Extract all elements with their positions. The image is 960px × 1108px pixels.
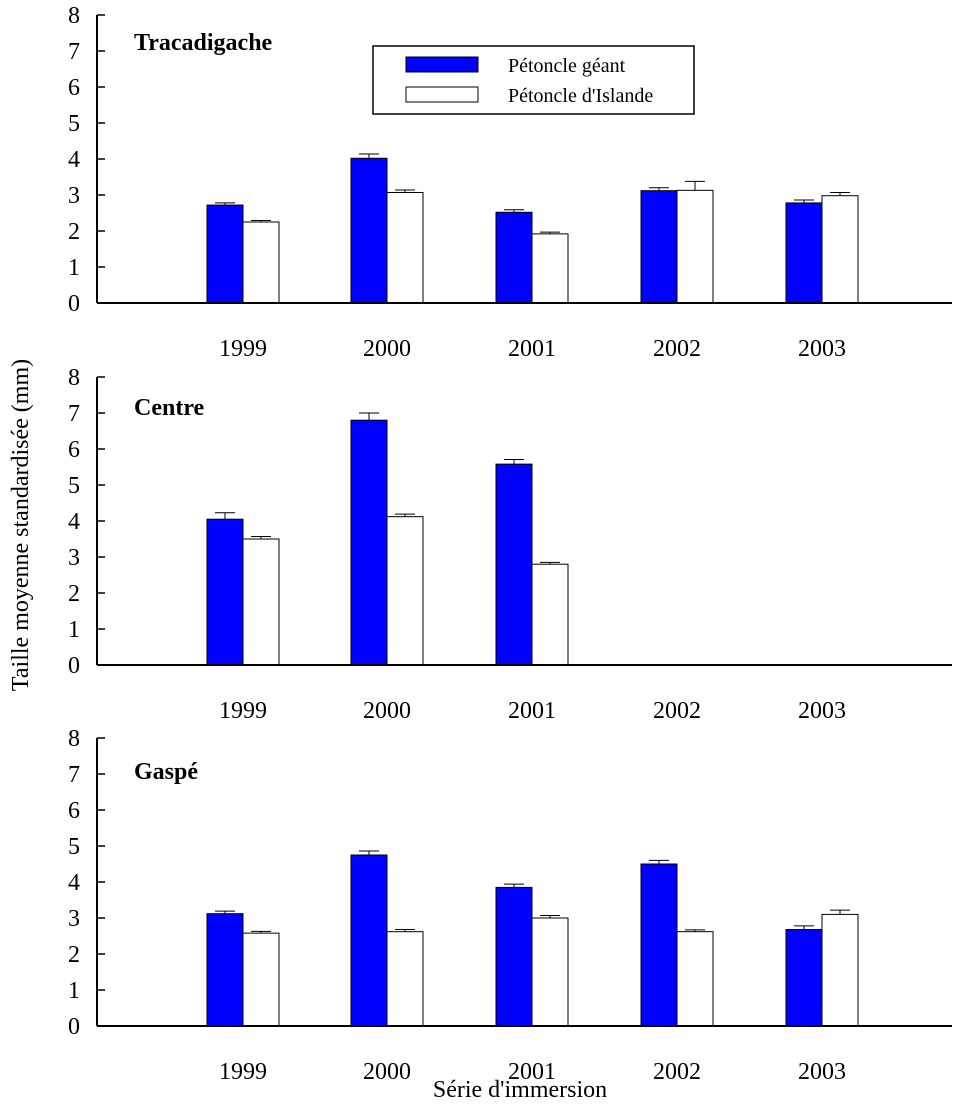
panel-3-ytick-label: 6 [68,798,80,824]
panel-2-ytick-label: 7 [68,401,80,427]
panel-1-ytick-label: 0 [68,291,80,317]
panel-1-ytick-label: 2 [68,219,80,245]
panel-3-xtick-label: 1999 [219,1059,267,1085]
panel-1-ytick-label: 5 [68,111,80,137]
panel-1-bar-s1-1999 [206,204,244,304]
panel-3-ytick-label: 7 [68,762,80,788]
legend-label-petoncle-geant: Pétoncle géant [508,55,626,77]
panel-3-ytick-label: 1 [68,978,80,1004]
panel-1-ytick-label: 3 [68,183,80,209]
panel-2-xtick-label: 1999 [219,698,267,724]
panel-2-xtick-label: 2001 [508,698,556,724]
panel-1-bar-s1-2000 [350,157,388,304]
panel-2-bar-s1-1999 [206,518,244,666]
panel-1-bar-s1-2002 [640,190,678,304]
panel-3-bar-s2-2001 [531,917,569,1027]
panel-3-bar-s1-2000 [350,854,388,1027]
panel-3-bar-s2-2000 [386,931,424,1027]
panel-1-xtick-label: 2001 [508,336,556,362]
panel-1-xtick-label: 2003 [798,336,846,362]
panel-1-ytick-label: 6 [68,75,80,101]
panel-2-ytick-label: 1 [68,617,80,643]
panel-2-bar-s1-2001 [495,463,533,666]
panel-1-ytick-label: 7 [68,39,80,65]
panel-3-bar-s1-1999 [206,913,244,1027]
panel-3-bar-s2-2003 [821,913,859,1027]
panel-3-xtick-label: 2002 [653,1059,701,1085]
panel-2-bar-s2-2001 [531,563,569,666]
panel-1-bar-s2-2001 [531,233,569,304]
panel-1-xtick-label: 2000 [363,336,411,362]
panel-2-xtick-label: 2002 [653,698,701,724]
panel-1-bar-s2-2002 [676,189,714,304]
panel-3-xtick-label: 2000 [363,1059,411,1085]
panel-1-bar-s2-2000 [386,191,424,304]
panel-2-ytick-label: 6 [68,437,80,463]
panel-2-ytick-label: 4 [68,509,80,535]
panel-1-ytick-label: 8 [68,3,80,29]
panel-2-ytick-label: 8 [68,365,80,391]
panel-3-xtick-label: 2003 [798,1059,846,1085]
panel-3-ytick-label: 5 [68,834,80,860]
panel-1-xtick-label: 2002 [653,336,701,362]
panel-3-title: Gaspé [134,759,198,785]
panel-2-ytick-label: 2 [68,581,80,607]
panel-3-ytick-label: 0 [68,1014,80,1040]
legend: Pétoncle géant Pétoncle d'Islande [372,45,695,115]
y-axis-title: Taille moyenne standardisée (mm) [8,359,34,691]
panel-1-bar-s1-2001 [495,211,533,304]
legend-label-petoncle-islande: Pétoncle d'Islande [508,85,653,107]
panel-2-ytick-label: 5 [68,473,80,499]
panel-2-title: Centre [134,395,205,421]
panel-1-title: Tracadigache [134,30,273,56]
x-axis-title: Série d'immersion [433,1077,607,1103]
panel-1-ytick-label: 1 [68,255,80,281]
panel-2-xtick-label: 2003 [798,698,846,724]
panel-2-bar-s2-1999 [242,538,280,666]
legend-swatch-petoncle-islande [405,86,479,103]
panel-2-xtick-label: 2000 [363,698,411,724]
panel-3-bar-s2-1999 [242,932,280,1027]
panel-2-bar-s1-2000 [350,419,388,666]
panel-1-bar-s1-2003 [785,202,823,304]
panel-1-bar-s2-1999 [242,221,280,304]
panel-2-ytick-label: 0 [68,653,80,679]
panel-1-xtick-label: 1999 [219,336,267,362]
panel-3-ytick-label: 4 [68,870,80,896]
panel-3-bar-s1-2003 [785,929,823,1027]
panel-3-ytick-label: 2 [68,942,80,968]
panel-3-ytick-label: 8 [68,726,80,752]
legend-swatch-petoncle-geant [405,56,479,73]
panel-3-bar-s1-2002 [640,863,678,1027]
panel-3-bar-s2-2002 [676,931,714,1027]
panel-3-ytick-label: 3 [68,906,80,932]
panel-2-ytick-label: 3 [68,545,80,571]
panel-1-ytick-label: 4 [68,147,80,173]
panel-3-xtick-label: 2001 [508,1059,556,1085]
panel-3-bar-s1-2001 [495,886,533,1027]
panel-1-bar-s2-2003 [821,195,859,304]
panel-2-bar-s2-2000 [386,516,424,666]
